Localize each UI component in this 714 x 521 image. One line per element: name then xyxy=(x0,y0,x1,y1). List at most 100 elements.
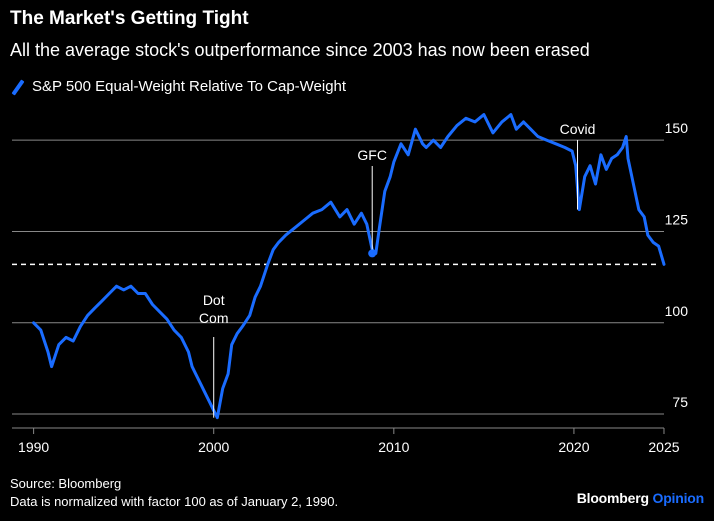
data-point xyxy=(392,160,395,164)
data-point xyxy=(338,215,341,219)
data-point xyxy=(345,208,349,211)
data-point xyxy=(253,296,257,299)
annotation-marker-gfc xyxy=(368,249,377,258)
data-point xyxy=(115,285,118,288)
data-point xyxy=(151,303,154,306)
data-point xyxy=(522,120,525,124)
data-point xyxy=(86,314,89,317)
x-tick-label-2025: 2025 xyxy=(648,439,679,455)
data-point xyxy=(180,336,183,339)
data-point xyxy=(144,292,147,295)
data-point xyxy=(574,164,577,167)
data-point xyxy=(165,317,169,321)
data-point xyxy=(216,416,219,419)
data-point xyxy=(50,365,53,368)
series-line-equal-weight xyxy=(32,113,666,420)
data-point xyxy=(482,113,486,116)
y-tick-label-150: 150 xyxy=(665,120,689,136)
source-note: Source: Bloomberg xyxy=(10,476,122,491)
data-point xyxy=(284,233,287,237)
data-point xyxy=(46,350,50,354)
data-point xyxy=(414,128,417,131)
legend-label: S&P 500 Equal-Weight Relative To Cap-Wei… xyxy=(32,78,347,95)
chart-legend: S&P 500 Equal-Weight Relative To Cap-Wei… xyxy=(10,78,346,95)
x-tick-label-1990: 1990 xyxy=(18,439,49,455)
data-point xyxy=(221,387,224,390)
y-tick-label-100: 100 xyxy=(665,303,689,319)
chart-title: The Market's Getting Tight xyxy=(10,8,249,29)
data-point xyxy=(108,292,111,295)
data-point xyxy=(588,164,592,167)
data-point xyxy=(621,146,624,149)
x-tick-label-2000: 2000 xyxy=(198,439,229,455)
brand-logo: Bloomberg Opinion xyxy=(577,490,704,506)
data-point xyxy=(208,401,212,405)
data-point xyxy=(491,131,495,135)
y-tick-label-75: 75 xyxy=(672,394,688,410)
data-point xyxy=(293,226,296,229)
data-point xyxy=(205,394,208,397)
data-point xyxy=(407,153,410,156)
data-point xyxy=(235,332,239,335)
data-point xyxy=(399,142,403,145)
data-point xyxy=(320,208,323,211)
data-point xyxy=(563,146,567,149)
data-point xyxy=(509,113,513,116)
data-point xyxy=(187,350,190,354)
data-point xyxy=(365,223,368,226)
data-point xyxy=(79,325,82,328)
x-tick-label-2010: 2010 xyxy=(378,439,409,455)
data-point xyxy=(616,153,619,156)
brand-accent: Opinion xyxy=(652,490,705,506)
data-point xyxy=(446,135,450,138)
data-point xyxy=(158,310,161,313)
data-point xyxy=(389,175,392,178)
data-point xyxy=(122,288,125,292)
data-point xyxy=(311,212,314,215)
data-point xyxy=(657,244,660,248)
chart-subtitle: All the average stock's outperformance s… xyxy=(10,40,590,60)
data-point xyxy=(64,336,68,339)
y-tick-label-125: 125 xyxy=(665,211,689,227)
data-point xyxy=(439,146,442,149)
data-point xyxy=(194,372,197,376)
data-point xyxy=(455,124,459,127)
data-point xyxy=(259,285,262,288)
data-point xyxy=(578,208,581,211)
data-point xyxy=(605,168,608,171)
data-point xyxy=(266,263,269,266)
data-point xyxy=(302,219,305,222)
data-point xyxy=(57,343,60,346)
data-point xyxy=(610,157,613,160)
data-point xyxy=(545,139,549,142)
data-point xyxy=(353,223,356,226)
normalization-note: Data is normalized with factor 100 as of… xyxy=(10,494,339,509)
data-point xyxy=(515,128,518,131)
data-point xyxy=(599,153,603,156)
data-point xyxy=(129,285,133,288)
data-point xyxy=(643,215,646,219)
data-point xyxy=(529,128,532,131)
data-point xyxy=(100,299,104,302)
annotation-label-dot-com-1: Com xyxy=(199,310,229,326)
data-point xyxy=(464,117,468,120)
data-point xyxy=(172,328,176,332)
data-point xyxy=(500,120,504,124)
data-point xyxy=(226,372,230,376)
data-point xyxy=(625,135,628,138)
annotation-label-gfc: GFC xyxy=(357,147,387,163)
data-point xyxy=(190,365,194,368)
data-point xyxy=(473,120,477,124)
data-point xyxy=(632,182,635,186)
data-point xyxy=(421,142,424,145)
data-point xyxy=(360,212,363,215)
data-point xyxy=(626,157,630,160)
annotation-label-dot-com-0: Dot xyxy=(203,292,225,308)
data-point xyxy=(594,182,597,186)
annotation-label-covid: Covid xyxy=(560,121,596,137)
data-point xyxy=(32,321,35,324)
data-point xyxy=(230,343,233,346)
data-point xyxy=(646,233,649,237)
data-point xyxy=(329,201,332,204)
